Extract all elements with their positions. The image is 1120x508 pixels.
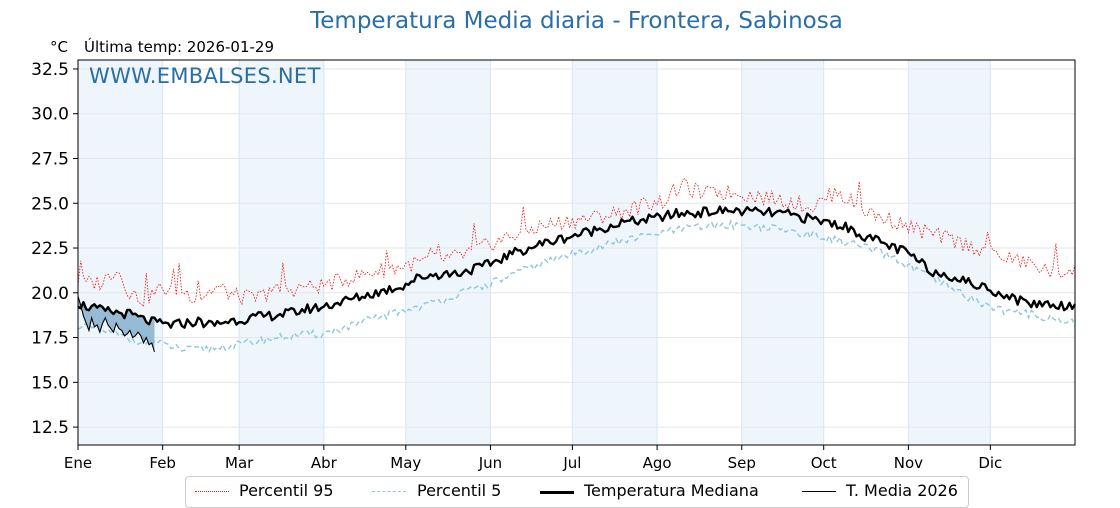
last-temp-label: Última temp: 2026-01-29 bbox=[84, 38, 275, 56]
y-tick-label: 22.5 bbox=[31, 239, 69, 259]
legend-label-median: Temperatura Mediana bbox=[584, 481, 759, 500]
chart-axes: 12.5 15.0 17.5 20.0 22.5 25.0 27.5 30.0 32.5 Ene F… bbox=[31, 59, 1076, 472]
x-tick-label: Dic bbox=[978, 454, 1002, 472]
watermark: WWW.EMBALSES.NET bbox=[89, 64, 321, 88]
chart-legend: Percentil 95 Percentil 5 Temperatura Med… bbox=[185, 476, 969, 508]
x-tick-label: May bbox=[390, 454, 421, 472]
y-tick-label: 20.0 bbox=[31, 284, 69, 304]
series-line-p5 bbox=[77, 218, 1076, 354]
month-band bbox=[572, 60, 658, 445]
y-tick-label: 32.5 bbox=[31, 60, 69, 80]
series-fill-current-vs-median bbox=[78, 296, 155, 352]
x-tick-label: Jun bbox=[478, 454, 502, 472]
month-band bbox=[741, 60, 824, 445]
y-tick-label: 17.5 bbox=[31, 329, 69, 349]
legend-swatch-median bbox=[540, 491, 574, 494]
plot-frame bbox=[77, 59, 1076, 446]
x-tick-label: Ene bbox=[64, 454, 92, 472]
x-tick-label: Ago bbox=[643, 454, 672, 472]
chart-grid bbox=[77, 60, 1075, 445]
legend-swatch-current bbox=[802, 491, 836, 492]
series-layer bbox=[77, 177, 1077, 354]
series-line-median bbox=[77, 205, 1077, 329]
x-tick-label: Sep bbox=[728, 454, 756, 472]
legend-swatch-p95 bbox=[195, 491, 229, 492]
y-tick-label: 12.5 bbox=[31, 418, 69, 438]
month-band bbox=[239, 60, 324, 445]
x-tick-label: Abr bbox=[311, 454, 338, 472]
chart-title: Temperatura Media diaria - Frontera, Sab… bbox=[310, 8, 843, 34]
x-tick-label: Nov bbox=[894, 454, 923, 472]
x-tick-label: Jul bbox=[562, 454, 581, 472]
legend-label-p5: Percentil 5 bbox=[417, 481, 502, 500]
x-tick-label: Oct bbox=[811, 454, 837, 472]
month-band bbox=[908, 60, 991, 445]
month-bands bbox=[78, 60, 991, 445]
x-tick-label: Feb bbox=[149, 454, 176, 472]
month-band bbox=[78, 60, 163, 445]
y-tick-label: 25.0 bbox=[31, 194, 69, 214]
series-line-current bbox=[77, 296, 156, 353]
month-band bbox=[405, 60, 491, 445]
series-line-p95 bbox=[77, 177, 1076, 308]
legend-label-p95: Percentil 95 bbox=[239, 481, 334, 500]
legend-swatch-p5 bbox=[372, 491, 406, 492]
y-axis-unit: °C bbox=[50, 38, 68, 56]
y-tick-label: 30.0 bbox=[31, 105, 69, 125]
legend-label-current: T. Media 2026 bbox=[846, 481, 958, 500]
y-tick-label: 15.0 bbox=[31, 373, 69, 393]
y-tick-label: 27.5 bbox=[31, 149, 69, 169]
x-tick-label: Mar bbox=[225, 454, 254, 472]
